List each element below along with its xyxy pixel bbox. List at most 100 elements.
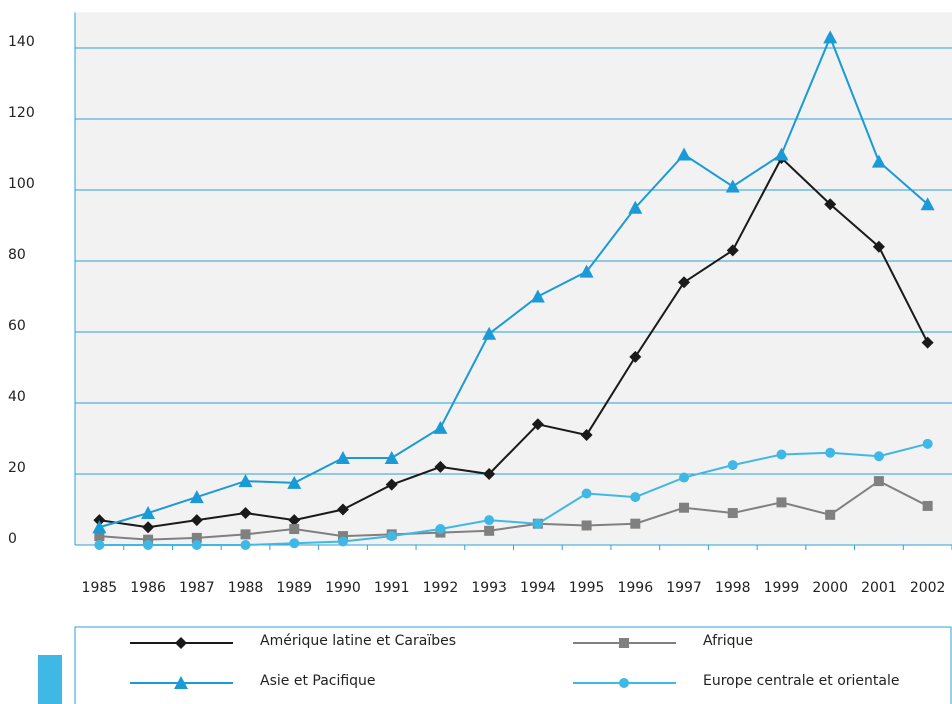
- x-tick-label: 1998: [715, 580, 751, 596]
- x-tick-label: 1986: [130, 580, 166, 596]
- data-point: [581, 520, 592, 531]
- data-point: [823, 30, 838, 44]
- data-point: [872, 240, 885, 253]
- data-point: [727, 508, 738, 519]
- data-point: [384, 451, 399, 465]
- data-point: [191, 532, 202, 543]
- data-point: [580, 428, 593, 441]
- series-line: [99, 479, 929, 541]
- x-tick-label: 1991: [374, 580, 410, 596]
- data-point: [94, 540, 105, 550]
- data-point: [677, 147, 692, 161]
- data-point: [530, 289, 545, 303]
- y-tick-label: 20: [8, 460, 26, 476]
- data-point: [532, 518, 543, 529]
- x-tick-label: 1985: [82, 580, 118, 596]
- data-point: [289, 538, 300, 549]
- data-point: [434, 460, 447, 473]
- x-tick-label: 2002: [910, 580, 946, 596]
- y-tick-label: 60: [8, 318, 26, 334]
- series-line: [99, 156, 929, 529]
- legend-label: Amérique latine et Caraïbes: [260, 633, 456, 649]
- x-tick-label: 1988: [228, 580, 264, 596]
- data-point: [483, 468, 496, 480]
- legend-marker: [174, 676, 188, 689]
- data-point: [288, 514, 301, 527]
- y-tick-label: 140: [8, 34, 35, 50]
- data-point: [239, 507, 252, 520]
- data-point: [922, 438, 933, 449]
- x-tick-label: 1990: [325, 580, 361, 596]
- data-point: [873, 476, 884, 487]
- data-point: [727, 460, 738, 471]
- data-point: [143, 540, 154, 550]
- data-point: [774, 147, 789, 161]
- data-point: [776, 497, 787, 508]
- data-point: [630, 518, 641, 529]
- x-tick-label: 1995: [569, 580, 605, 596]
- data-point: [142, 521, 155, 534]
- legend-marker: [175, 637, 187, 649]
- data-point: [871, 154, 886, 168]
- data-point: [630, 492, 641, 503]
- x-tick-label: 1989: [276, 580, 312, 596]
- legend-label: Asie et Pacifique: [260, 673, 376, 689]
- x-tick-label: 1993: [471, 580, 507, 596]
- data-point: [679, 472, 690, 483]
- series-line: [99, 34, 929, 529]
- data-point: [335, 451, 350, 465]
- x-tick-label: 2001: [861, 580, 897, 596]
- data-point: [143, 534, 154, 545]
- y-tick-label: 100: [8, 176, 35, 192]
- data-point: [93, 514, 106, 527]
- legend-marker: [619, 638, 629, 648]
- y-tick-label: 0: [8, 531, 17, 547]
- legend-box: [74, 626, 952, 704]
- x-tick-label: 1997: [666, 580, 702, 596]
- data-point: [922, 500, 933, 511]
- data-point: [873, 451, 884, 462]
- data-point: [825, 447, 836, 458]
- data-point: [679, 502, 690, 513]
- data-point: [287, 475, 302, 489]
- data-point: [240, 529, 251, 540]
- x-tick-label: 1987: [179, 580, 215, 596]
- data-point: [484, 515, 495, 526]
- series-line: [99, 442, 928, 546]
- data-point: [921, 336, 934, 349]
- y-tick-label: 40: [8, 389, 26, 405]
- data-point: [240, 540, 251, 550]
- data-point: [189, 490, 204, 504]
- data-point: [337, 536, 348, 547]
- data-point: [581, 488, 592, 499]
- data-point: [726, 244, 739, 257]
- data-point: [484, 525, 495, 536]
- x-tick-label: 1999: [764, 580, 800, 596]
- x-tick-label: 1996: [617, 580, 653, 596]
- data-point: [238, 474, 253, 488]
- decor-block: [38, 655, 62, 704]
- legend-label: Europe centrale et orientale: [703, 673, 899, 689]
- data-point: [920, 197, 935, 211]
- data-point: [629, 350, 642, 363]
- data-point: [141, 506, 156, 520]
- data-point: [191, 540, 202, 550]
- data-point: [825, 509, 836, 520]
- data-point: [92, 520, 107, 534]
- data-point: [579, 264, 594, 278]
- data-point: [628, 200, 643, 214]
- data-point: [433, 420, 448, 434]
- data-point: [482, 326, 497, 340]
- data-point: [776, 449, 787, 460]
- data-point: [435, 524, 446, 535]
- legend-marker: [619, 678, 629, 688]
- data-point: [336, 503, 349, 516]
- data-point: [824, 198, 837, 211]
- data-point: [337, 531, 348, 542]
- x-tick-label: 1992: [423, 580, 459, 596]
- data-point: [289, 524, 300, 535]
- x-tick-label: 1994: [520, 580, 556, 596]
- y-tick-label: 80: [8, 247, 26, 263]
- legend-label: Afrique: [703, 633, 753, 649]
